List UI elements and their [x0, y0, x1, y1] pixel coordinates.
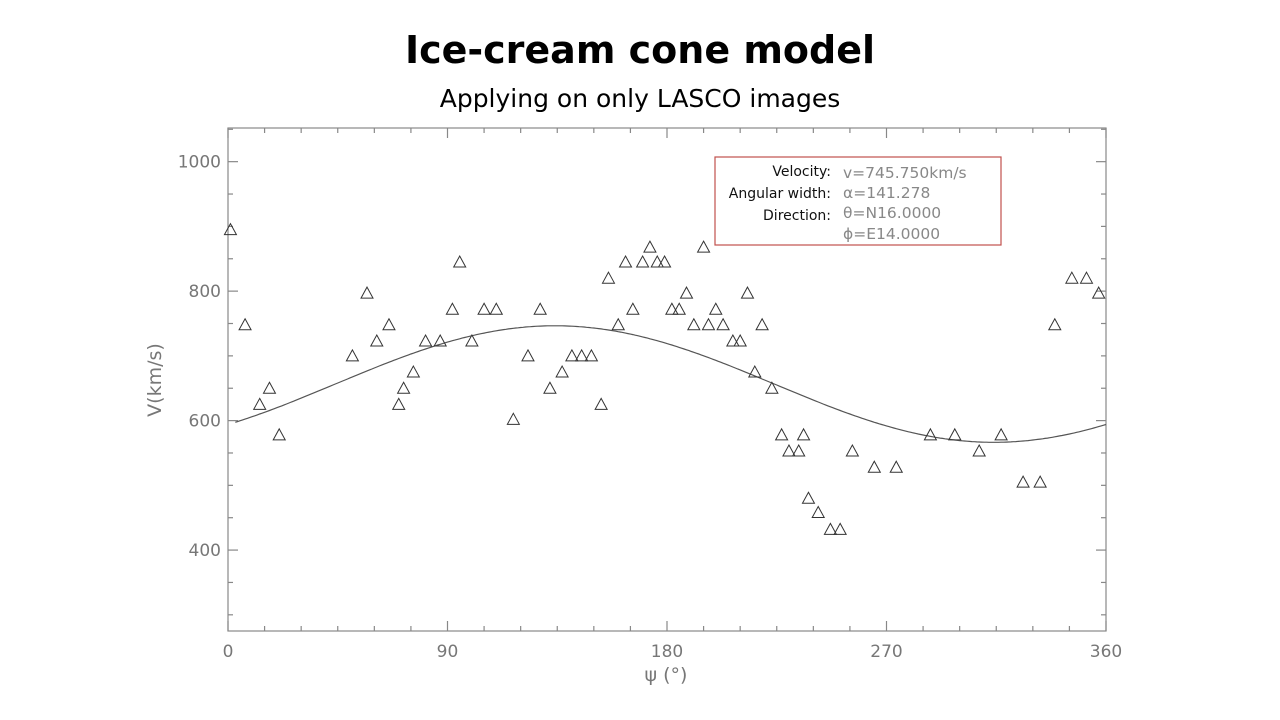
- fit-annotation: Velocity: Angular width: Direction: v=74…: [714, 156, 1002, 246]
- data-point: [665, 302, 679, 315]
- data-point: [796, 427, 811, 441]
- data-point: [765, 381, 779, 394]
- data-point: [726, 333, 740, 347]
- data-point: [972, 443, 987, 457]
- data-point: [1065, 271, 1079, 284]
- data-point: [833, 522, 848, 535]
- data-point: [679, 286, 694, 299]
- data-point: [672, 302, 687, 315]
- data-point: [396, 381, 411, 394]
- data-point: [1033, 475, 1047, 488]
- data-point: [626, 302, 640, 315]
- data-point: [238, 317, 252, 331]
- data-point: [740, 286, 755, 299]
- data-point: [574, 348, 589, 362]
- data-point: [1047, 317, 1062, 331]
- data-point: [521, 348, 535, 362]
- data-point: [611, 317, 626, 331]
- data-point: [686, 317, 701, 331]
- data-point: [823, 522, 838, 535]
- data-point: [811, 505, 826, 519]
- data-point: [774, 427, 789, 441]
- data-point: [252, 397, 267, 410]
- data-point: [477, 302, 491, 315]
- annotation-value-phi: ϕ=E14.0000: [843, 225, 940, 243]
- slide-subtitle: Applying on only LASCO images: [439, 84, 841, 113]
- data-point: [223, 222, 238, 236]
- x-axis-title: ψ (°): [645, 664, 688, 686]
- data-point: [1016, 475, 1030, 488]
- data-point: [594, 397, 608, 410]
- data-point: [369, 333, 384, 347]
- data-point: [845, 443, 860, 457]
- annotation-value-angular-width: α=141.278: [843, 184, 930, 202]
- data-point: [272, 427, 287, 441]
- data-point: [994, 427, 1008, 441]
- data-point: [696, 240, 711, 253]
- data-point: [262, 381, 277, 394]
- x-tick-label: 180: [651, 642, 683, 662]
- data-point: [382, 317, 396, 331]
- data-point: [601, 271, 616, 284]
- data-point: [584, 348, 599, 362]
- data-point: [801, 491, 816, 504]
- data-point: [1079, 271, 1094, 284]
- annotation-value-theta: θ=N16.0000: [843, 204, 941, 222]
- data-point: [445, 302, 460, 315]
- data-point: [650, 254, 665, 268]
- data-point: [565, 348, 579, 362]
- annotation-label-angular-width: Angular width:: [729, 186, 831, 202]
- annotation-label-direction: Direction:: [763, 208, 831, 224]
- y-tick-label: 800: [189, 282, 221, 302]
- data-point: [867, 460, 882, 473]
- data-point: [618, 254, 633, 268]
- data-point: [360, 286, 374, 299]
- x-tick-label: 270: [870, 642, 902, 662]
- plot-frame: [227, 127, 1107, 632]
- data-point: [391, 397, 406, 410]
- data-point: [643, 240, 657, 253]
- data-point: [716, 317, 730, 331]
- x-tick-label: 360: [1090, 642, 1122, 662]
- y-tick-label: 400: [189, 541, 221, 561]
- data-point: [635, 254, 650, 268]
- y-tick-label: 1000: [178, 153, 221, 173]
- data-point: [733, 333, 748, 347]
- x-tick-label: 0: [223, 642, 234, 662]
- annotation-box: [714, 156, 1002, 246]
- data-point: [947, 427, 962, 441]
- slide-title: Ice-cream cone model: [404, 28, 876, 72]
- x-tick-label: 90: [437, 642, 459, 662]
- y-tick-label: 600: [189, 412, 221, 432]
- data-point: [747, 365, 762, 378]
- annotation-label-velocity: Velocity:: [772, 164, 831, 180]
- data-point: [506, 412, 521, 425]
- data-point: [345, 348, 360, 362]
- data-point: [701, 317, 716, 331]
- data-point: [465, 333, 479, 347]
- data-point: [418, 333, 433, 347]
- data-point: [555, 365, 569, 378]
- data-point: [657, 254, 672, 268]
- annotation-value-velocity: v=745.750km/s: [843, 164, 967, 182]
- data-point: [889, 460, 904, 473]
- fit-curve: [235, 325, 1107, 443]
- data-point: [708, 302, 723, 315]
- data-point: [452, 254, 467, 268]
- data-point: [533, 302, 548, 315]
- data-point: [543, 381, 557, 394]
- data-point: [923, 427, 938, 441]
- data-point: [782, 443, 796, 457]
- data-point: [755, 317, 769, 331]
- data-point: [406, 365, 421, 378]
- data-point: [1091, 286, 1106, 299]
- data-point: [489, 302, 504, 315]
- y-axis-title: V(km/s): [144, 343, 166, 417]
- data-point: [433, 333, 448, 347]
- data-point: [791, 443, 806, 457]
